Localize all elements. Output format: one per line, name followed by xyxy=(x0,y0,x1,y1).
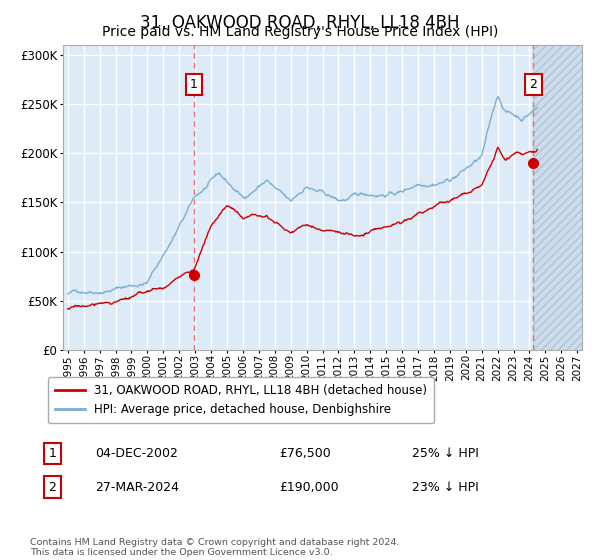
Text: 2: 2 xyxy=(530,78,538,91)
Bar xyxy=(533,45,582,350)
Text: Price paid vs. HM Land Registry's House Price Index (HPI): Price paid vs. HM Land Registry's House … xyxy=(102,25,498,39)
Text: 23% ↓ HPI: 23% ↓ HPI xyxy=(412,480,478,494)
Text: 2: 2 xyxy=(49,480,56,494)
Text: 1: 1 xyxy=(190,78,198,91)
Text: 25% ↓ HPI: 25% ↓ HPI xyxy=(412,447,478,460)
Text: £190,000: £190,000 xyxy=(280,480,339,494)
Text: 27-MAR-2024: 27-MAR-2024 xyxy=(95,480,179,494)
Legend: 31, OAKWOOD ROAD, RHYL, LL18 4BH (detached house), HPI: Average price, detached : 31, OAKWOOD ROAD, RHYL, LL18 4BH (detach… xyxy=(48,377,434,423)
Text: £76,500: £76,500 xyxy=(280,447,331,460)
Text: Contains HM Land Registry data © Crown copyright and database right 2024.
This d: Contains HM Land Registry data © Crown c… xyxy=(30,538,400,557)
Text: 1: 1 xyxy=(49,447,56,460)
Text: 31, OAKWOOD ROAD, RHYL, LL18 4BH: 31, OAKWOOD ROAD, RHYL, LL18 4BH xyxy=(140,14,460,32)
Text: 04-DEC-2002: 04-DEC-2002 xyxy=(95,447,178,460)
